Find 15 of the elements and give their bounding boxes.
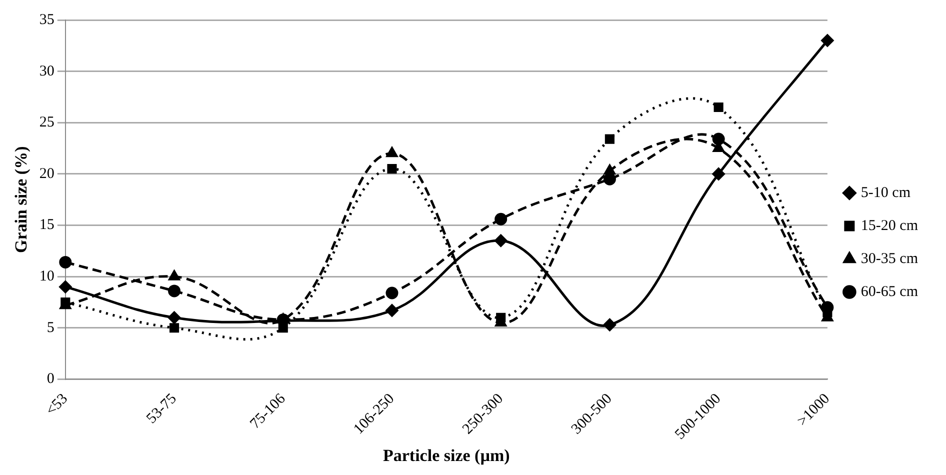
y-tick-label: 15: [39, 217, 54, 234]
y-tick-label: 35: [39, 12, 54, 28]
legend-label: 60-65 cm: [860, 284, 918, 300]
x-axis-title: Particle size (µm): [382, 446, 510, 466]
y-tick-label: 0: [46, 371, 54, 388]
legend-label: 15-20 cm: [860, 218, 918, 234]
legend-label: 5-10 cm: [860, 184, 911, 201]
x-tick-label: <53: [43, 390, 72, 419]
legend-label: 30-35 cm: [860, 250, 918, 267]
y-tick-label: 5: [46, 320, 54, 336]
y-tick-label: 10: [39, 268, 54, 285]
y-axis-title: Grain size (%): [12, 146, 31, 253]
y-tick-label: 30: [39, 63, 54, 80]
y-tick-label: 25: [39, 114, 54, 131]
y-tick-label: 20: [39, 166, 54, 182]
